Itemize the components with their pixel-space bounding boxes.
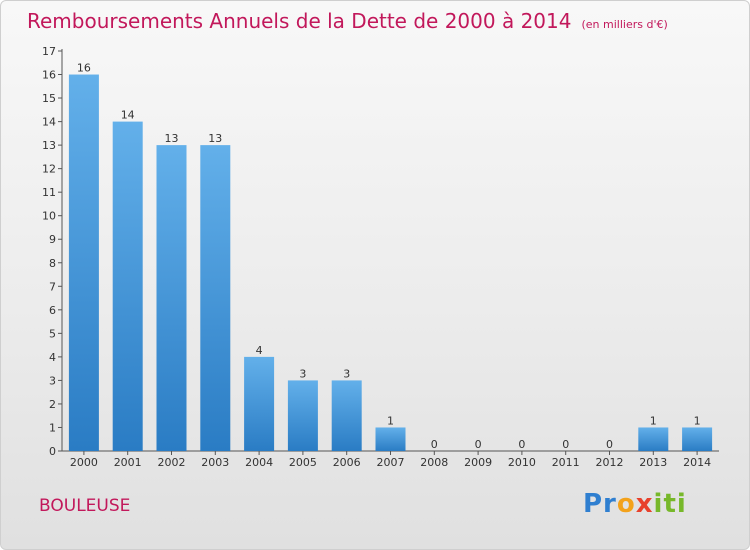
bar-2014 bbox=[682, 427, 713, 451]
chart-title-text: Remboursements Annuels de la Dette de 20… bbox=[27, 9, 572, 33]
bar-2013 bbox=[638, 427, 669, 451]
y-tick-label: 17 bbox=[42, 45, 56, 58]
data-label-2002: 13 bbox=[165, 132, 179, 145]
x-tick-label-2004: 2004 bbox=[245, 456, 273, 469]
y-tick-label: 2 bbox=[49, 398, 56, 411]
bar-2002 bbox=[156, 145, 187, 451]
data-label-2014: 1 bbox=[694, 414, 701, 427]
bar-2003 bbox=[200, 145, 231, 451]
data-label-2010: 0 bbox=[518, 438, 525, 451]
data-label-2008: 0 bbox=[431, 438, 438, 451]
x-tick-label-2012: 2012 bbox=[596, 456, 624, 469]
x-tick-label-2013: 2013 bbox=[639, 456, 667, 469]
proxiti-logo[interactable]: Proxiti bbox=[583, 489, 687, 519]
y-tick-label: 5 bbox=[49, 327, 56, 340]
data-label-2009: 0 bbox=[475, 438, 482, 451]
bar-2005 bbox=[287, 380, 318, 451]
y-tick-label: 13 bbox=[42, 139, 56, 152]
x-tick-label-2005: 2005 bbox=[289, 456, 317, 469]
y-tick-label: 10 bbox=[42, 210, 56, 223]
x-tick-label-2003: 2003 bbox=[201, 456, 229, 469]
x-tick-label-2011: 2011 bbox=[552, 456, 580, 469]
y-tick-label: 12 bbox=[42, 163, 56, 176]
bar-2006 bbox=[331, 380, 362, 451]
chart-subtitle: (en milliers d'€) bbox=[581, 18, 668, 31]
x-tick-label-2002: 2002 bbox=[158, 456, 186, 469]
bar-2004 bbox=[244, 356, 275, 451]
data-label-2005: 3 bbox=[299, 367, 306, 380]
y-tick-label: 0 bbox=[49, 445, 56, 458]
data-label-2004: 4 bbox=[256, 344, 263, 357]
data-label-2013: 1 bbox=[650, 414, 657, 427]
y-tick-label: 4 bbox=[49, 351, 56, 364]
data-label-2000: 16 bbox=[77, 62, 91, 75]
y-tick-label: 9 bbox=[49, 233, 56, 246]
x-tick-label-2007: 2007 bbox=[377, 456, 405, 469]
x-tick-label-2001: 2001 bbox=[114, 456, 142, 469]
data-label-2011: 0 bbox=[562, 438, 569, 451]
y-tick-label: 8 bbox=[49, 257, 56, 270]
x-tick-label-2010: 2010 bbox=[508, 456, 536, 469]
y-tick-label: 6 bbox=[49, 304, 56, 317]
bar-2001 bbox=[112, 121, 143, 452]
x-tick-label-2009: 2009 bbox=[464, 456, 492, 469]
x-tick-label-2014: 2014 bbox=[683, 456, 711, 469]
bar-2007 bbox=[375, 427, 406, 451]
data-label-2006: 3 bbox=[343, 367, 350, 380]
y-tick-label: 3 bbox=[49, 374, 56, 387]
y-tick-label: 1 bbox=[49, 421, 56, 434]
data-label-2007: 1 bbox=[387, 414, 394, 427]
x-tick-label-2006: 2006 bbox=[333, 456, 361, 469]
chart-title: Remboursements Annuels de la Dette de 20… bbox=[27, 9, 668, 33]
data-label-2003: 13 bbox=[208, 132, 222, 145]
y-tick-label: 11 bbox=[42, 186, 56, 199]
y-tick-label: 7 bbox=[49, 280, 56, 293]
bar-2000 bbox=[68, 74, 99, 451]
x-tick-label-2008: 2008 bbox=[420, 456, 448, 469]
data-label-2001: 14 bbox=[121, 109, 135, 122]
y-tick-label: 15 bbox=[42, 92, 56, 105]
x-tick-label-2000: 2000 bbox=[70, 456, 98, 469]
y-tick-label: 14 bbox=[42, 116, 56, 129]
commune-name: BOULEUSE bbox=[39, 496, 131, 516]
y-tick-label: 16 bbox=[42, 69, 56, 82]
data-label-2012: 0 bbox=[606, 438, 613, 451]
